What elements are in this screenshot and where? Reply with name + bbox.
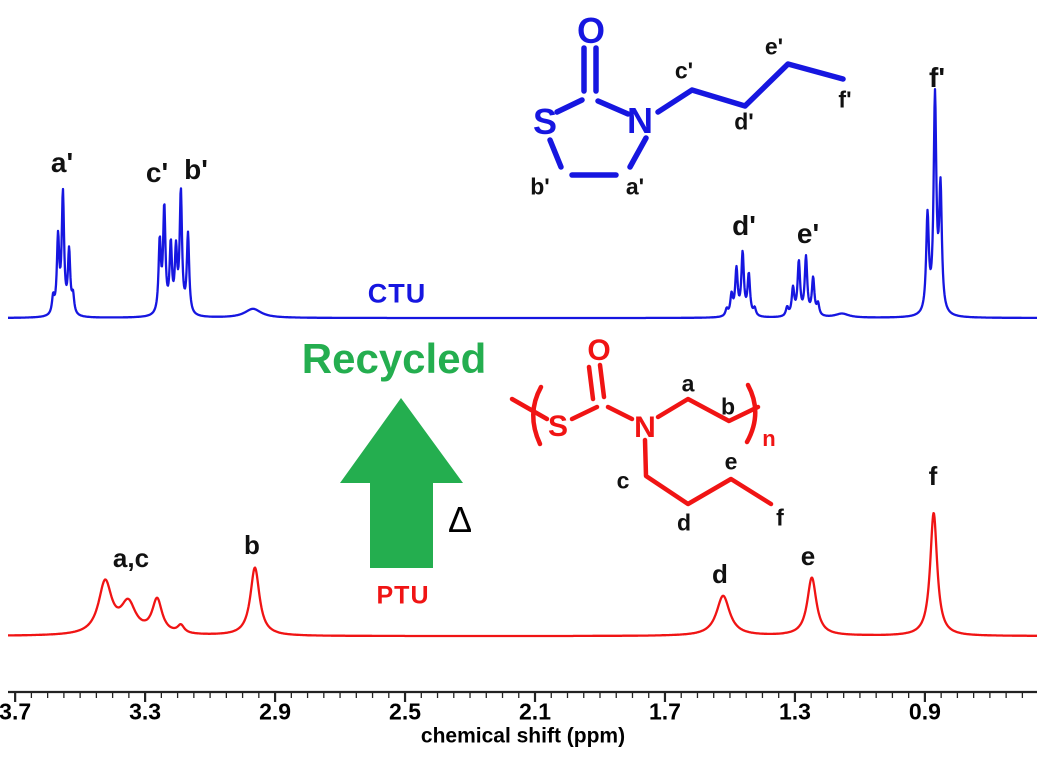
ptu-struct-label-c: c [616,467,630,494]
delta-heat-symbol: Δ [447,499,473,540]
ctu-peak-label-b: b' [184,154,208,185]
ctu-bond-c2-n [595,98,631,117]
ptu-peak-label-e: e [800,541,816,571]
recycled-caption: Recycled [301,335,487,382]
ptu-peak-label-ac: a,c [112,543,150,573]
ptu-atom-S: S [547,410,569,443]
ptu-backbone-chain [655,396,761,424]
ptu-carbonyl-double-bond-1 [586,364,596,402]
axis-tick-label: 2.5 [389,698,422,725]
axis-tick-label: 1.7 [648,698,681,725]
ptu-atom-N: N [634,411,656,444]
CTU 1H NMR spectrum [7,88,1038,320]
axis-tick-label: 2.9 [259,698,292,725]
ctu-peak-label-e: e' [796,218,820,249]
ptu-struct-label-b: b [720,393,736,420]
ctu-struct-label-d: d' [734,108,754,135]
ptu-bond-c-n [605,404,635,422]
ptu-structure-bonds [509,362,774,507]
ptu-left-parenthesis [531,384,544,447]
ctu-peak-label-f: f' [929,62,945,93]
ctu-atom-S: S [532,101,558,142]
ctu-atom-N: N [627,100,653,141]
axis-tick-label: 1.3 [778,698,811,725]
axis-tick-label: 3.7 [0,698,32,725]
ptu-trace-title: PTU [376,581,430,610]
ctu-peak-label-c: c' [145,157,169,188]
ctu-struct-label-c: c' [674,57,694,84]
recycled-up-arrow [340,398,463,568]
ctu-struct-label-b: b' [530,173,550,200]
ptu-bond-s-c [569,404,600,422]
ctu-butyl-chain [655,61,846,115]
ctu-struct-label-f: f' [838,86,852,113]
ptu-butyl-chain [642,437,774,507]
spectra-traces [7,88,1038,638]
ptu-peak-label-f: f [928,461,938,491]
ptu-struct-label-e: e [724,448,738,475]
ctu-structure-bonds [547,45,846,178]
axis-tick-label: 3.3 [129,698,162,725]
ptu-struct-label-a: a [681,370,695,397]
ptu-peak-label-b: b [244,530,260,560]
ctu-bond-s-c2 [554,97,585,115]
axis-tick-label: 0.9 [908,698,941,725]
ptu-right-parenthesis [744,382,758,445]
ptu-struct-label-f: f [776,504,784,531]
ctu-atom-O: O [576,10,606,51]
x-axis [8,690,1037,702]
ptu-left-crossing-bond [509,396,550,422]
ctu-peak-label-a: a' [50,147,74,178]
ptu-carbonyl-double-bond-2 [597,362,607,400]
ctu-struct-label-e: e' [764,33,784,60]
ctu-struct-label-a: a' [625,173,645,200]
ctu-bond-n-c4 [627,135,649,170]
ctu-bond-c5-s [547,137,564,170]
ctu-peak-label-d: d' [732,210,756,241]
PTU 1H NMR spectrum [7,511,1038,638]
ptu-peak-label-d: d [712,559,728,589]
ctu-trace-title: CTU [367,278,427,309]
ptu-atom-O: O [587,334,611,367]
ptu-repeat-subscript-n: n [762,426,776,451]
x-axis-title: chemical shift (ppm) [420,724,626,748]
axis-tick-label: 2.1 [519,698,551,725]
ptu-struct-label-d: d [676,509,692,536]
